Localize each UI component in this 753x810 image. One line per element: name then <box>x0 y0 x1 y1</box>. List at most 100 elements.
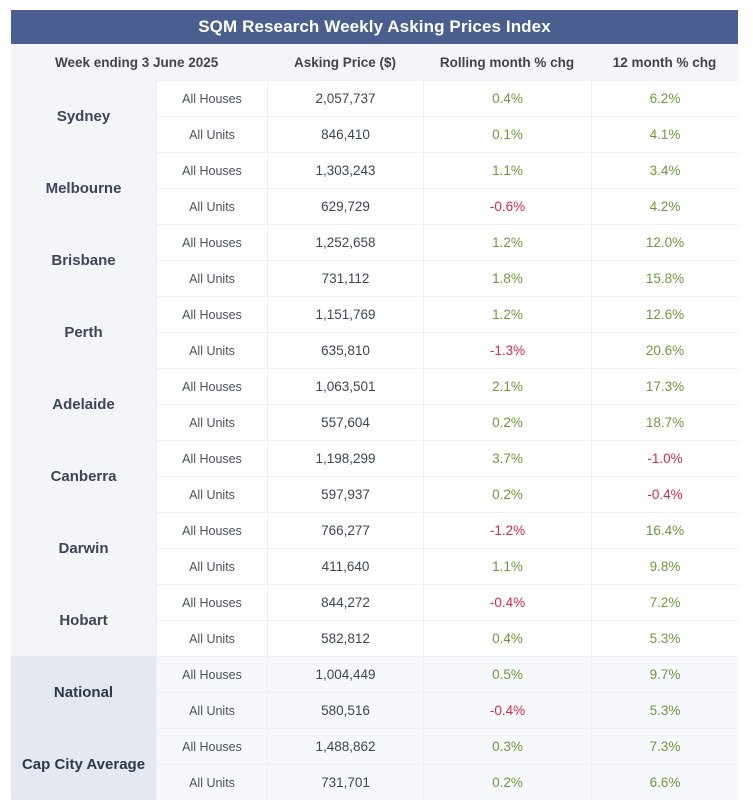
twelve-month-change-cell: 18.7% <box>591 404 738 440</box>
city-name: Melbourne <box>45 179 122 197</box>
property-type-cell: All Houses <box>156 512 267 548</box>
twelve-month-change-cell: -0.4% <box>591 476 738 512</box>
asking-price-cell: 629,729 <box>267 188 423 224</box>
property-type-cell: All Houses <box>156 296 267 332</box>
twelve-month-change-cell: 6.6% <box>591 764 738 800</box>
property-type-cell: All Units <box>156 692 267 728</box>
property-type-cell: All Houses <box>156 152 267 188</box>
twelve-month-change-cell: 5.3% <box>591 620 738 656</box>
rolling-month-change-cell: 1.2% <box>423 224 591 260</box>
asking-price-cell: 1,252,658 <box>267 224 423 260</box>
rolling-month-change-cell: 1.1% <box>423 548 591 584</box>
rolling-month-change-cell: -0.4% <box>423 692 591 728</box>
twelve-month-change-cell: 3.4% <box>591 152 738 188</box>
rolling-month-change-cell: 0.2% <box>423 404 591 440</box>
twelve-month-change-cell: 5.3% <box>591 692 738 728</box>
property-type-cell: All Houses <box>156 440 267 476</box>
city-group: Darwin All Houses 766,277 -1.2% 16.4% All Uni… <box>11 512 738 584</box>
table-body: Sydney All Houses 2,057,737 0.4% 6.2% All Uni… <box>11 80 738 800</box>
twelve-month-change-cell: 20.6% <box>591 332 738 368</box>
city-group: Cap City Average All Houses 1,488,862 0.3% 7… <box>11 728 738 800</box>
property-type-cell: All Houses <box>156 368 267 404</box>
asking-price-cell: 411,640 <box>267 548 423 584</box>
twelve-month-change-cell: 4.1% <box>591 116 738 152</box>
city-group: National All Houses 1,004,449 0.5% 9.7% All U… <box>11 656 738 728</box>
rolling-month-change-cell: 0.4% <box>423 80 591 116</box>
city-group: Sydney All Houses 2,057,737 0.4% 6.2% All Uni… <box>11 80 738 152</box>
asking-price-cell: 1,063,501 <box>267 368 423 404</box>
twelve-month-change-cell: 9.7% <box>591 656 738 692</box>
asking-price-cell: 731,701 <box>267 764 423 800</box>
asking-prices-table: SQM Research Weekly Asking Prices Index … <box>11 10 738 800</box>
twelve-month-change-cell: 12.0% <box>591 224 738 260</box>
asking-price-cell: 1,004,449 <box>267 656 423 692</box>
rolling-month-change-cell: 0.3% <box>423 728 591 764</box>
city-group: Brisbane All Houses 1,252,658 1.2% 12.0% All … <box>11 224 738 296</box>
asking-price-cell: 582,812 <box>267 620 423 656</box>
rolling-month-change-cell: 0.1% <box>423 116 591 152</box>
twelve-month-change-cell: 16.4% <box>591 512 738 548</box>
asking-price-header: Asking Price ($) <box>293 54 397 70</box>
asking-price-cell: 1,151,769 <box>267 296 423 332</box>
rolling-month-change-cell: 3.7% <box>423 440 591 476</box>
city-group: Canberra All Houses 1,198,299 3.7% -1.0% All … <box>11 440 738 512</box>
twelve-month-change-cell: 15.8% <box>591 260 738 296</box>
asking-price-cell: 731,112 <box>267 260 423 296</box>
rolling-month-change-cell: 1.8% <box>423 260 591 296</box>
city-group: Adelaide All Houses 1,063,501 2.1% 17.3% All … <box>11 368 738 440</box>
property-type-cell: All Houses <box>156 584 267 620</box>
property-type-cell: All Units <box>156 476 267 512</box>
asking-price-cell: 580,516 <box>267 692 423 728</box>
city-name: Brisbane <box>51 251 116 269</box>
asking-price-cell: 1,198,299 <box>267 440 423 476</box>
rolling-month-header: Rolling month % chg <box>439 54 575 70</box>
property-type-cell: All Units <box>156 548 267 584</box>
property-type-cell: All Units <box>156 188 267 224</box>
rolling-month-change-cell: -0.6% <box>423 188 591 224</box>
property-type-cell: All Units <box>156 116 267 152</box>
twelve-month-change-cell: 7.3% <box>591 728 738 764</box>
property-type-cell: All Units <box>156 404 267 440</box>
property-type-cell: All Units <box>156 332 267 368</box>
city-name: Perth <box>64 323 103 341</box>
rolling-month-change-cell: -0.4% <box>423 584 591 620</box>
twelve-month-header: 12 month % chg <box>612 54 717 70</box>
twelve-month-change-cell: 4.2% <box>591 188 738 224</box>
city-group: Melbourne All Houses 1,303,243 1.1% 3.4% All … <box>11 152 738 224</box>
property-type-cell: All Houses <box>156 224 267 260</box>
rolling-month-change-cell: 0.4% <box>423 620 591 656</box>
twelve-month-change-cell: 7.2% <box>591 584 738 620</box>
asking-price-cell: 844,272 <box>267 584 423 620</box>
asking-price-cell: 766,277 <box>267 512 423 548</box>
asking-price-cell: 2,057,737 <box>267 80 423 116</box>
city-name: Cap City Average <box>21 755 146 773</box>
property-type-cell: All Houses <box>156 656 267 692</box>
property-type-cell: All Units <box>156 260 267 296</box>
twelve-month-change-cell: 12.6% <box>591 296 738 332</box>
asking-price-cell: 557,604 <box>267 404 423 440</box>
twelve-month-change-cell: 6.2% <box>591 80 738 116</box>
property-type-cell: All Houses <box>156 728 267 764</box>
header-row: Week ending 3 June 2025 Asking Price ($)… <box>11 44 738 80</box>
asking-price-cell: 1,303,243 <box>267 152 423 188</box>
city-name: Darwin <box>58 539 109 557</box>
asking-price-cell: 597,937 <box>267 476 423 512</box>
rolling-month-change-cell: 1.1% <box>423 152 591 188</box>
property-type-cell: All Houses <box>156 80 267 116</box>
table-title: SQM Research Weekly Asking Prices Index <box>11 10 738 44</box>
twelve-month-change-cell: 9.8% <box>591 548 738 584</box>
property-type-cell: All Units <box>156 620 267 656</box>
rolling-month-change-cell: -1.3% <box>423 332 591 368</box>
city-group: Hobart All Houses 844,272 -0.4% 7.2% All Unit… <box>11 584 738 656</box>
property-type-cell: All Units <box>156 764 267 800</box>
city-group: Perth All Houses 1,151,769 1.2% 12.6% All Uni… <box>11 296 738 368</box>
twelve-month-change-cell: -1.0% <box>591 440 738 476</box>
rolling-month-change-cell: 0.2% <box>423 476 591 512</box>
rolling-month-change-cell: 1.2% <box>423 296 591 332</box>
asking-price-cell: 635,810 <box>267 332 423 368</box>
city-name: Sydney <box>56 107 111 125</box>
rolling-month-change-cell: -1.2% <box>423 512 591 548</box>
asking-price-cell: 846,410 <box>267 116 423 152</box>
rolling-month-change-cell: 0.2% <box>423 764 591 800</box>
week-ending-header: Week ending 3 June 2025 <box>55 54 219 70</box>
